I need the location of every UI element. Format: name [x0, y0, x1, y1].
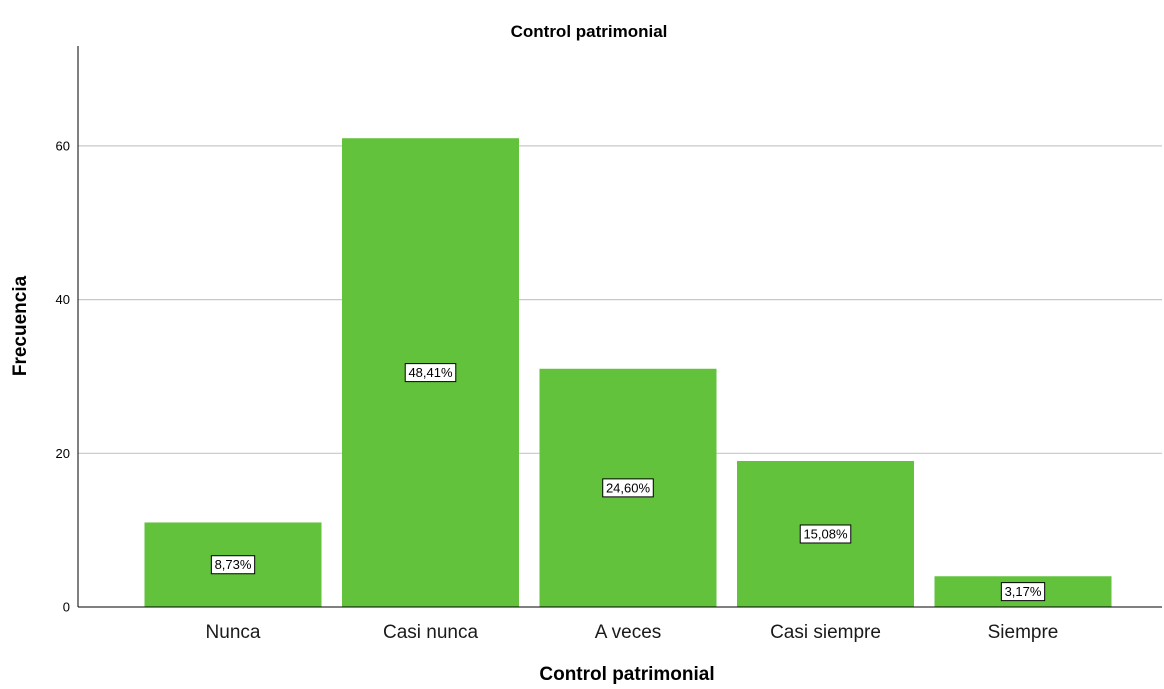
x-tick-label: Casi nunca [383, 622, 478, 643]
axes [77, 46, 1162, 608]
data-label-box [404, 363, 457, 383]
data-label-text: 3,17% [1005, 584, 1042, 599]
data-label-box [210, 555, 256, 575]
data-label-text: 15,08% [803, 526, 848, 541]
data-label-text: 24,60% [606, 480, 651, 495]
chart-title: Control patrimonial [511, 22, 668, 41]
data-label: 8,73% [210, 555, 256, 575]
data-label-box [602, 478, 654, 498]
data-label: 24,60% [602, 478, 654, 498]
data-label-box [1000, 582, 1046, 602]
x-tick-label: Casi siempre [770, 622, 881, 643]
bars [144, 138, 1112, 607]
data-label-text: 8,73% [215, 557, 252, 572]
data-label: 48,41% [404, 363, 457, 383]
x-tick-label: A veces [595, 622, 662, 643]
y-tick-label: 60 [56, 138, 70, 153]
data-labels: 8,73% 48,41% 24,60% 15,08% 3,17% [210, 363, 1046, 602]
x-tick-label: Nunca [206, 622, 261, 643]
y-tick-label: 40 [56, 292, 70, 307]
tick-labels: 0 20 40 60 Nunca Casi nunca A veces Casi siempr… [56, 138, 1059, 643]
data-label: 15,08% [799, 524, 852, 544]
data-label-text: 48,41% [408, 365, 453, 380]
y-axis-label: Frecuencia [10, 275, 31, 376]
y-tick-label: 20 [56, 446, 70, 461]
y-tick-label: 0 [63, 600, 70, 615]
data-label: 3,17% [1000, 582, 1046, 602]
x-tick-label: Siempre [988, 622, 1059, 643]
data-label-box [799, 524, 852, 544]
x-axis-label: Control patrimonial [539, 664, 714, 684]
